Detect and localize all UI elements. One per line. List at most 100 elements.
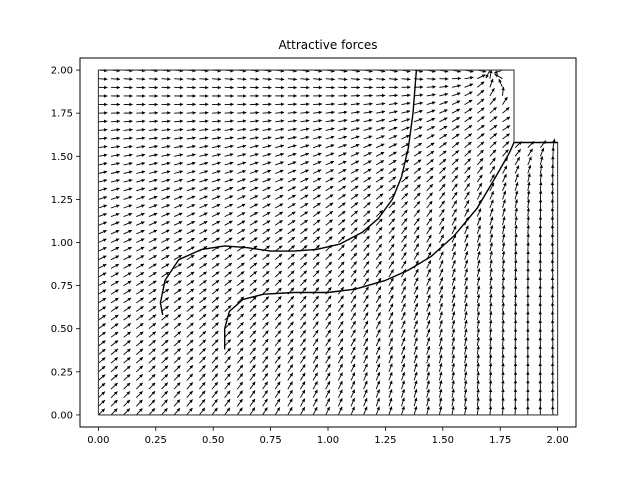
field-arrow [337, 269, 345, 278]
field-arrow [514, 224, 518, 234]
field-arrow [363, 135, 373, 140]
field-arrow [123, 399, 131, 407]
field-arrow [401, 371, 406, 381]
x-tick-label: 1.75 [489, 435, 511, 446]
field-arrow [110, 77, 121, 81]
field-arrow [249, 381, 256, 390]
field-arrow [199, 382, 206, 390]
field-arrow [501, 354, 505, 364]
field-arrow [199, 178, 209, 183]
field-arrow [186, 102, 196, 107]
field-arrow [388, 277, 394, 286]
field-arrow [439, 217, 445, 226]
field-arrow [325, 94, 335, 98]
field-arrow [312, 363, 319, 373]
field-arrow [464, 141, 472, 149]
field-arrow [148, 229, 158, 235]
field-arrow [489, 199, 494, 209]
field-arrow [438, 251, 444, 260]
field-arrow [237, 153, 247, 157]
field-arrow [551, 405, 555, 415]
field-arrow [489, 69, 493, 79]
field-arrow [501, 319, 505, 329]
field-arrow [249, 355, 256, 364]
field-arrow [161, 221, 170, 226]
field-arrow [274, 270, 283, 278]
field-arrow [211, 305, 220, 312]
field-arrow [375, 346, 381, 355]
field-arrow [224, 322, 232, 330]
field-arrow [186, 399, 193, 407]
field-arrow [287, 406, 293, 416]
field-arrow [174, 119, 184, 123]
field-arrow [388, 294, 394, 304]
field-arrow [249, 203, 259, 209]
field-arrow [98, 85, 108, 90]
field-arrow [451, 259, 456, 269]
y-tick-label: 0.75 [51, 281, 73, 292]
field-arrow [451, 125, 460, 131]
field-arrow [161, 305, 169, 312]
field-arrow [388, 184, 397, 192]
field-arrow [136, 314, 144, 321]
field-arrow [513, 285, 518, 295]
field-arrow [110, 306, 119, 312]
field-arrow [388, 209, 396, 217]
field-arrow [513, 397, 518, 407]
field-arrow [249, 119, 259, 123]
field-arrow [325, 110, 335, 115]
field-arrow [300, 389, 306, 398]
field-arrow [300, 253, 308, 261]
field-arrow [426, 158, 434, 166]
field-arrow [477, 89, 485, 97]
field-arrow [350, 85, 361, 90]
field-arrow [249, 279, 257, 286]
field-arrow [313, 77, 323, 81]
field-arrow [249, 77, 259, 81]
field-arrow [312, 227, 321, 235]
field-arrow [464, 285, 468, 295]
field-arrow [388, 380, 393, 390]
field-arrow [375, 294, 382, 304]
field-arrow [161, 254, 170, 261]
field-arrow [274, 398, 281, 407]
field-arrow [287, 312, 294, 321]
field-arrow [110, 340, 119, 347]
field-arrow [161, 144, 171, 149]
field-arrow [287, 194, 296, 200]
field-arrow [539, 147, 545, 157]
field-arrow [464, 302, 468, 312]
field-arrow [237, 271, 245, 278]
field-arrow [110, 238, 120, 243]
field-arrow [501, 250, 506, 260]
field-arrow [413, 134, 423, 140]
field-arrow [173, 263, 183, 269]
field-arrow [388, 243, 395, 252]
field-arrow [325, 102, 335, 106]
field-arrow [249, 407, 256, 416]
field-arrow [375, 201, 384, 209]
field-arrow [476, 302, 481, 312]
field-arrow [199, 144, 209, 149]
field-arrow [489, 268, 493, 278]
field-arrow [388, 85, 398, 90]
field-arrow [502, 116, 511, 123]
field-arrow [262, 338, 269, 347]
field-arrow [300, 135, 310, 140]
field-arrow [376, 118, 386, 123]
field-arrow [262, 203, 271, 209]
field-arrow [538, 354, 542, 364]
field-arrow [312, 135, 322, 140]
field-arrow [249, 398, 256, 407]
field-arrow [388, 303, 394, 312]
field-arrow [199, 170, 209, 174]
field-arrow [350, 354, 356, 364]
field-arrow [489, 302, 493, 312]
field-arrow [501, 285, 505, 295]
field-arrow [274, 389, 281, 398]
field-arrow [350, 94, 361, 98]
field-arrow [438, 311, 443, 321]
field-arrow [350, 261, 358, 269]
field-arrow [489, 208, 494, 217]
field-arrow [161, 382, 169, 390]
